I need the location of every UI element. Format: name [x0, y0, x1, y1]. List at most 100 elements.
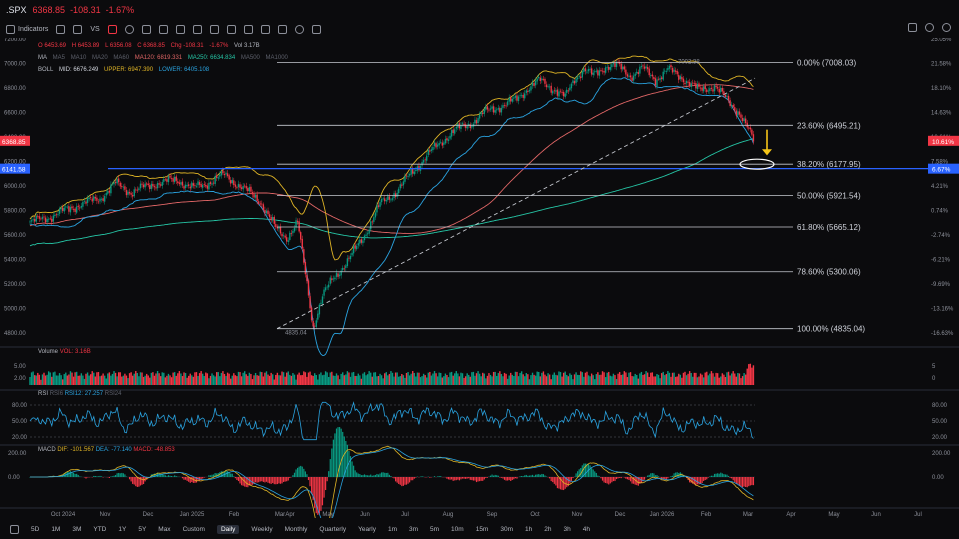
- volume-bar: [472, 371, 475, 385]
- candle-body: [312, 321, 314, 327]
- macd-hist-bar: [317, 477, 319, 515]
- boll-legend[interactable]: BOLL MID: 6676.249 UPPER: 6947.390 LOWER…: [38, 67, 213, 73]
- camera-icon[interactable]: [908, 23, 917, 32]
- visibility-button[interactable]: [294, 24, 304, 34]
- volume-bar: [387, 375, 389, 385]
- compare-button[interactable]: VS: [90, 25, 100, 33]
- candle-body: [446, 138, 448, 141]
- timeframe-2h[interactable]: 2h: [544, 526, 552, 533]
- square-tool-button[interactable]: [56, 24, 66, 34]
- macd-hist-bar: [437, 476, 439, 477]
- timeframe-15m[interactable]: 15m: [475, 526, 489, 533]
- timeframe-custom[interactable]: Custom: [182, 526, 205, 533]
- macd-hist-bar: [454, 477, 456, 481]
- pattern-tool-button[interactable]: [175, 24, 185, 34]
- candle-body: [556, 89, 559, 96]
- pattern-icon: [175, 24, 185, 34]
- candle-body: [491, 106, 493, 109]
- volume-bar: [496, 375, 498, 385]
- timeframe-ytd[interactable]: YTD: [93, 526, 107, 533]
- timeframe-quarterly[interactable]: Quarterly: [319, 526, 347, 533]
- volume-bar: [303, 371, 305, 385]
- volume-bar: [679, 374, 682, 385]
- macd-hist-bar: [160, 474, 162, 477]
- fib-icon: [158, 24, 168, 34]
- volume-bar: [413, 372, 415, 385]
- line-tool-button[interactable]: [141, 24, 151, 34]
- volume-bar: [225, 375, 227, 385]
- candle-body: [93, 196, 95, 201]
- volume-bar: [398, 376, 400, 385]
- text-tool-button[interactable]: [209, 24, 219, 34]
- timeframe-10m[interactable]: 10m: [451, 526, 464, 533]
- timeframe-daily[interactable]: Daily: [216, 525, 240, 534]
- brush-tool-button[interactable]: [226, 24, 236, 34]
- timeframe-monthly[interactable]: Monthly: [284, 526, 308, 533]
- volume-bar: [328, 376, 330, 385]
- timeframe-3m[interactable]: 3M: [72, 526, 82, 533]
- macd-hist-bar: [362, 475, 364, 477]
- macd-hist-bar: [715, 473, 717, 477]
- candle-body: [240, 187, 243, 189]
- timeframe-30m[interactable]: 30m: [500, 526, 514, 533]
- volume-bar: [189, 373, 191, 385]
- add-icon[interactable]: [942, 23, 951, 32]
- macd-hist-bar: [525, 474, 527, 477]
- cursor-button[interactable]: [124, 24, 134, 34]
- timeframe-5d[interactable]: 5D: [31, 526, 40, 533]
- volume-bar: [124, 373, 126, 385]
- volume-bar: [40, 379, 42, 385]
- volume-bar: [435, 373, 437, 385]
- macd-hist-bar: [405, 477, 408, 485]
- symbol[interactable]: .SPX: [6, 5, 27, 15]
- timeframe-yearly[interactable]: Yearly: [358, 526, 376, 533]
- volume-bar: [312, 375, 314, 385]
- volume-bar: [226, 372, 229, 385]
- timeframe-5m[interactable]: 5m: [430, 526, 440, 533]
- volume-bar: [69, 371, 72, 385]
- fib-tool-button[interactable]: [158, 24, 168, 34]
- macd-hist-bar: [251, 477, 254, 485]
- timeframe-4h[interactable]: 4h: [582, 526, 590, 533]
- volume-bar: [268, 375, 271, 385]
- magnet-button[interactable]: [260, 24, 270, 34]
- ma-legend[interactable]: MA MA5 MA10 MA20 MA60 MA120: 6819.331 MA…: [38, 55, 292, 61]
- macd-hist-bar: [357, 473, 359, 477]
- volume-bar: [368, 371, 370, 385]
- macd-hist-bar: [334, 433, 336, 477]
- macd-hist-bar: [536, 474, 538, 477]
- draw-tool-button[interactable]: [107, 24, 117, 34]
- price-tick-left: 5600.00: [4, 233, 26, 239]
- timeframe-weekly[interactable]: Weekly: [251, 526, 273, 533]
- lock-button[interactable]: [277, 24, 287, 34]
- macd-hist-bar: [367, 475, 369, 477]
- macd-hist-bar: [97, 476, 100, 477]
- timeframe-3m[interactable]: 3m: [408, 526, 419, 533]
- candle-body: [513, 97, 515, 99]
- comment-tool-button[interactable]: [243, 24, 253, 34]
- delete-button[interactable]: [311, 24, 321, 34]
- volume-bar: [237, 371, 240, 385]
- volume-bar: [408, 375, 411, 385]
- calendar-icon[interactable]: [10, 525, 19, 534]
- timeframe-max[interactable]: Max: [158, 526, 171, 533]
- indicators-button[interactable]: Indicators: [6, 24, 48, 34]
- timeframe-5y[interactable]: 5Y: [138, 526, 147, 533]
- chart-area[interactable]: 7200.007000.006800.006600.006400.006200.…: [0, 37, 959, 537]
- bar-style-button[interactable]: [73, 24, 83, 34]
- timeframe-1m[interactable]: 1m: [387, 526, 397, 533]
- volume-bar: [741, 376, 744, 385]
- timeframe-1h[interactable]: 1h: [525, 526, 533, 533]
- timeframe-3h[interactable]: 3h: [563, 526, 571, 533]
- macd-hist-bar: [472, 477, 475, 481]
- candle-body: [167, 176, 170, 183]
- settings-icon[interactable]: [925, 23, 934, 32]
- chart-svg[interactable]: 7200.007000.006800.006600.006400.006200.…: [0, 37, 959, 537]
- volume-bar: [746, 368, 748, 385]
- rsi-tick-left: 20.00: [12, 435, 28, 441]
- measure-tool-button[interactable]: [192, 24, 202, 34]
- timeframe-1m[interactable]: 1M: [51, 526, 61, 533]
- volume-bar: [416, 372, 419, 385]
- volume-bar: [194, 372, 196, 385]
- timeframe-1y[interactable]: 1Y: [118, 526, 127, 533]
